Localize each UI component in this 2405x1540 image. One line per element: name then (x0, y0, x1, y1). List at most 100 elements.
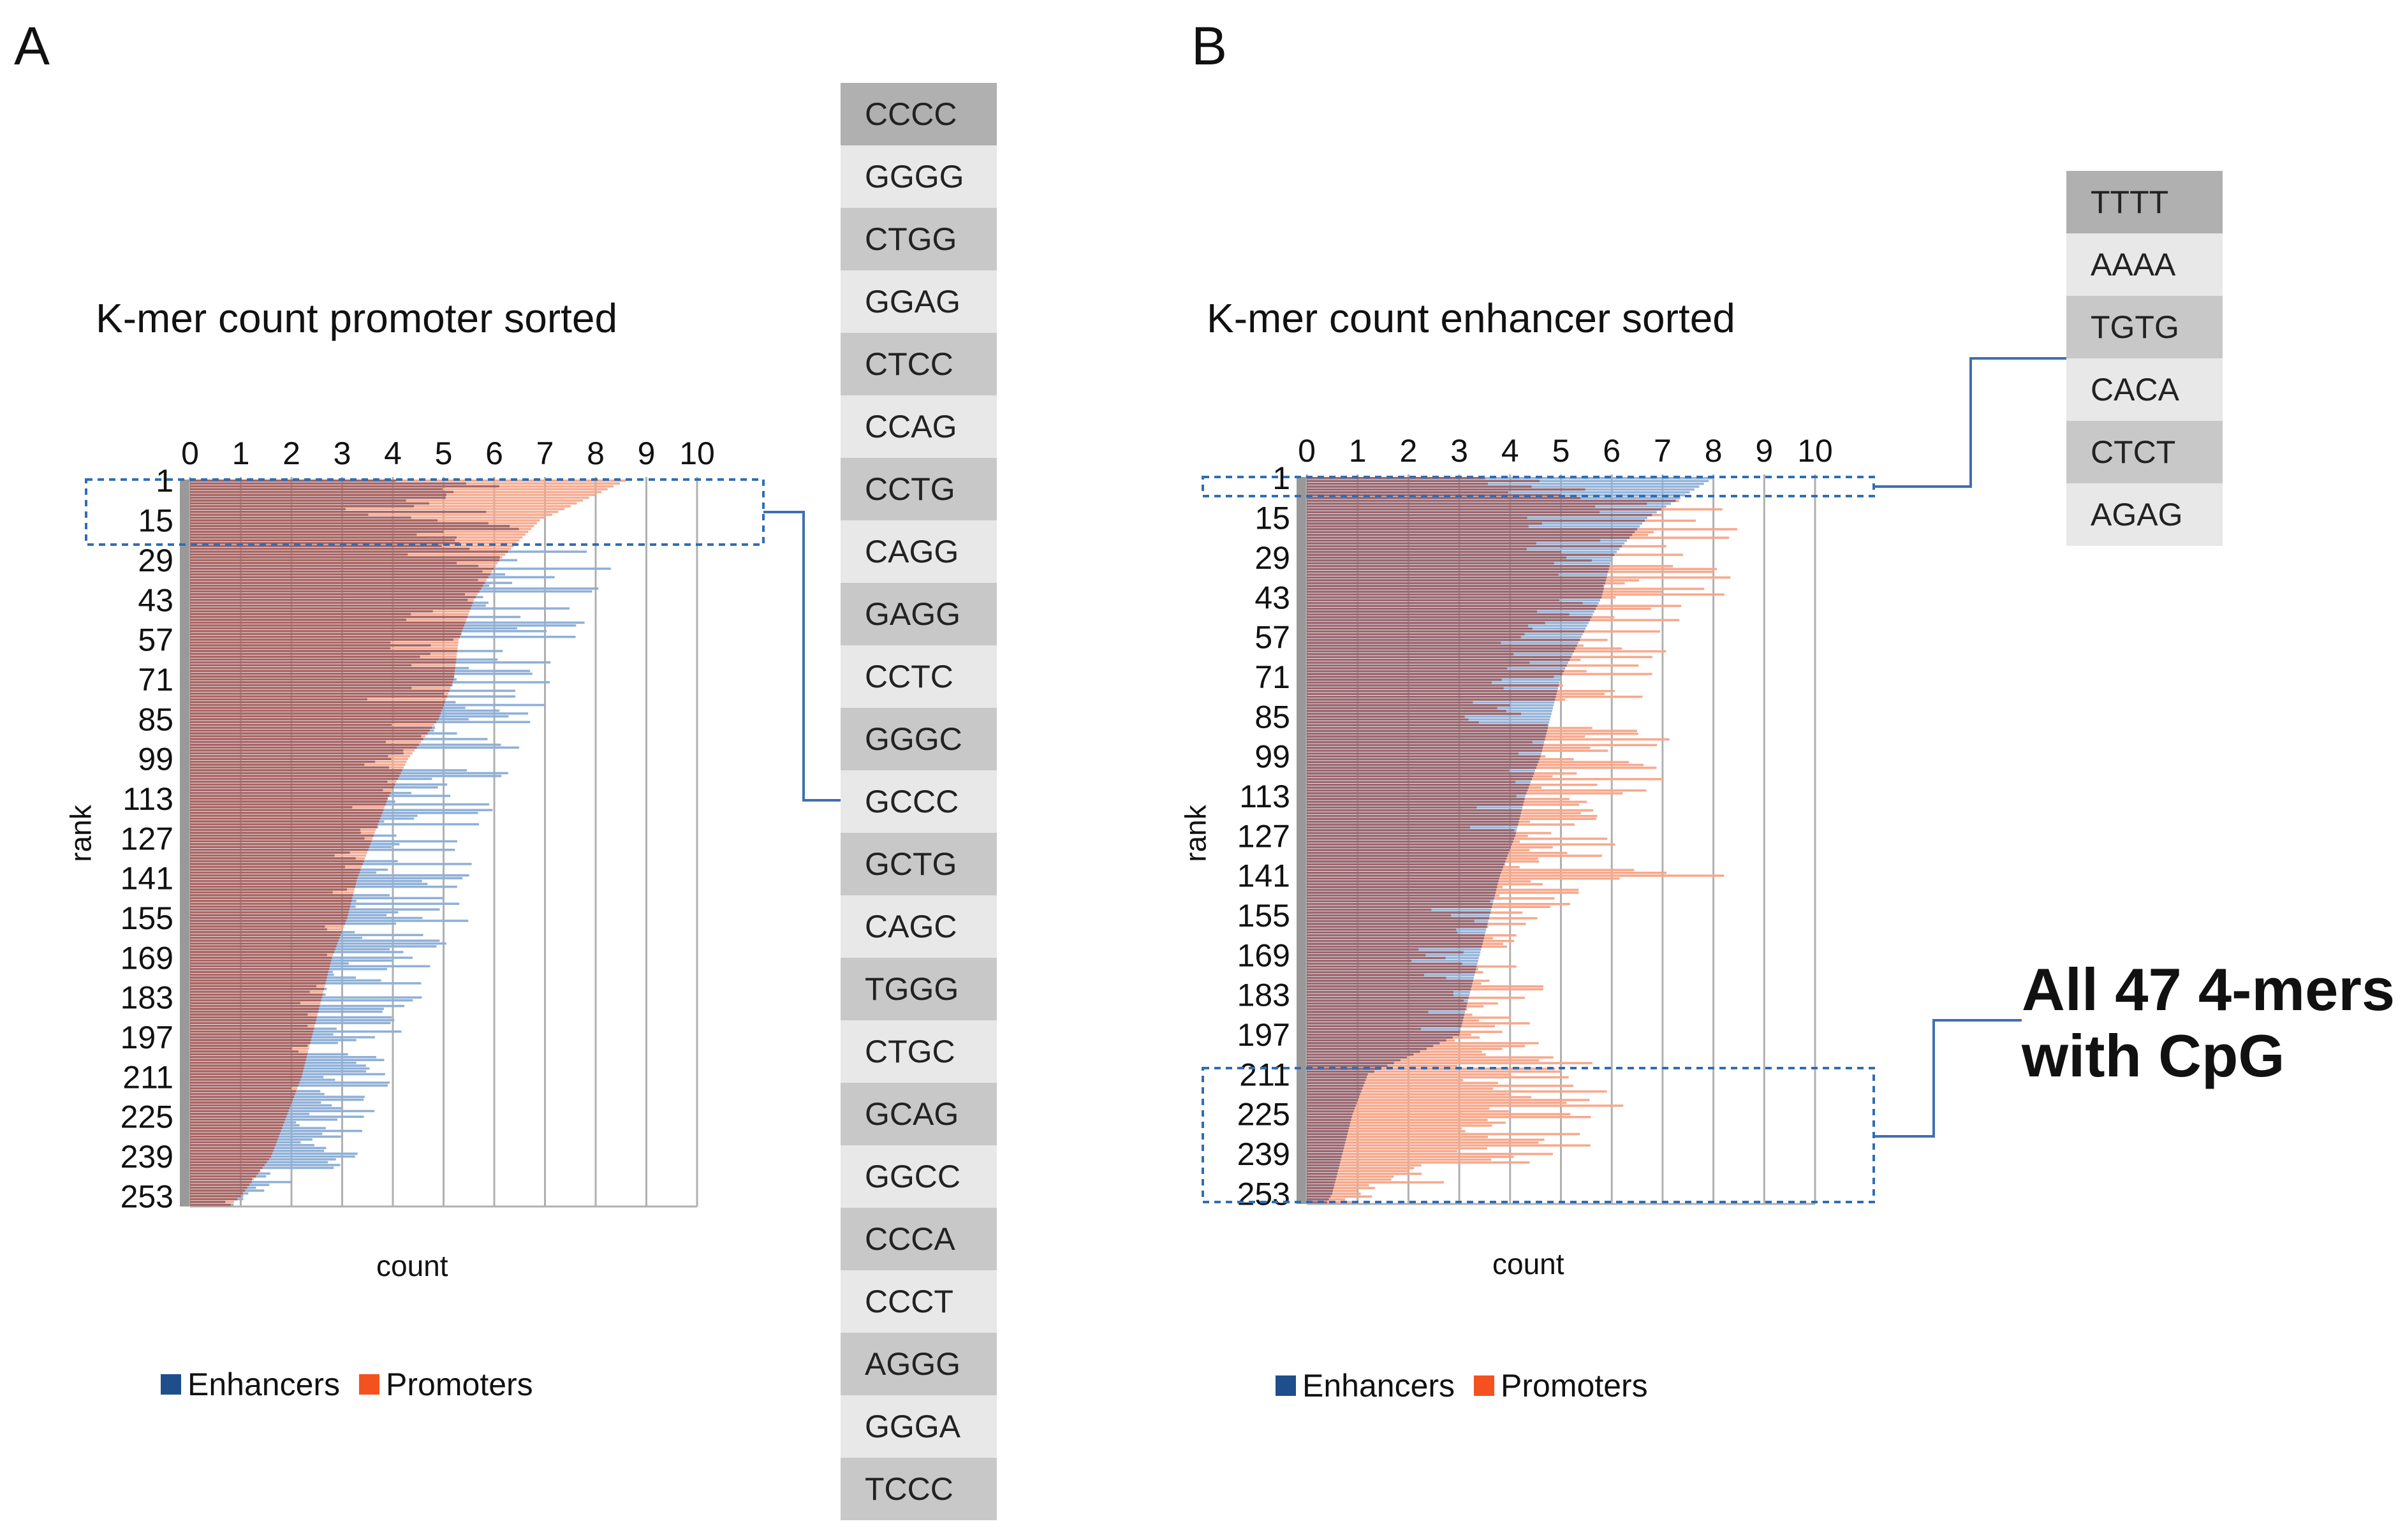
a-bar-overlap-133 (190, 854, 335, 857)
a-x-tick-3: 3 (334, 436, 351, 471)
b-bar-overlap-87 (1307, 721, 1479, 724)
a-bar-overlap-204 (190, 1055, 307, 1059)
a-bar-overlap-175 (190, 973, 328, 976)
b-bar-overlap-32 (1307, 565, 1610, 568)
a-bar-overlap-25 (190, 547, 470, 550)
kmer-a-cagg: CAGG (841, 520, 997, 583)
a-bar-overlap-228 (190, 1124, 283, 1127)
b-bar-overlap-78 (1307, 695, 1556, 698)
b-bar-overlap-242 (1307, 1161, 1341, 1164)
a-bar-overlap-9 (190, 502, 429, 505)
b-bar-promoters-224 (1307, 1110, 1509, 1113)
b-bar-promoters-206 (1307, 1059, 1540, 1062)
a-bar-overlap-190 (190, 1016, 317, 1019)
kmer-b-caca: CACA (2066, 358, 2223, 421)
b-bar-promoters-219 (1307, 1096, 1531, 1099)
a-bar-overlap-210 (190, 1073, 303, 1076)
a-bar-overlap-183 (190, 996, 322, 999)
b-bar-promoters-218 (1307, 1093, 1510, 1096)
b-bar-promoters-241 (1307, 1158, 1492, 1161)
connector-b-top (1874, 357, 2066, 488)
a-bar-overlap-106 (190, 777, 398, 781)
a-bar-overlap-162 (190, 936, 340, 939)
b-bar-promoters-222 (1307, 1104, 1624, 1107)
a-bar-overlap-83 (190, 712, 441, 715)
a-bar-overlap-55 (190, 633, 461, 636)
a-bar-overlap-36 (190, 578, 478, 582)
a-bar-overlap-66 (190, 664, 412, 667)
b-bar-overlap-100 (1307, 758, 1540, 761)
b-bar-overlap-216 (1307, 1087, 1363, 1090)
b-bar-promoters-230 (1307, 1127, 1462, 1130)
b-y-tick-43: 43 (1254, 580, 1290, 615)
b-bar-overlap-218 (1307, 1093, 1360, 1096)
b-bar-overlap-256 (1307, 1201, 1327, 1204)
a-bar-overlap-108 (190, 783, 395, 786)
b-bar-promoters-215 (1307, 1084, 1574, 1087)
b-bar-overlap-193 (1307, 1022, 1462, 1025)
b-bar-overlap-70 (1307, 673, 1563, 675)
b-bar-overlap-228 (1307, 1121, 1351, 1124)
connector-a (763, 511, 841, 802)
a-bar-overlap-67 (190, 666, 455, 670)
b-bar-overlap-57 (1307, 636, 1521, 638)
a-bar-overlap-96 (190, 749, 404, 752)
a-bar-overlap-178 (190, 982, 326, 985)
a-y-tick-113: 113 (122, 781, 173, 817)
b-bar-overlap-119 (1307, 812, 1521, 815)
b-bar-overlap-217 (1307, 1090, 1362, 1093)
a-bar-overlap-63 (190, 656, 420, 658)
a-bar-overlap-113 (190, 797, 388, 800)
a-bar-overlap-118 (190, 812, 383, 814)
b-bar-overlap-21 (1307, 534, 1633, 536)
a-bar-overlap-82 (190, 709, 442, 712)
b-bar-overlap-113 (1307, 795, 1517, 798)
a-bar-overlap-232 (190, 1135, 279, 1138)
b-y-tick-99: 99 (1254, 739, 1290, 775)
a-bar-overlap-99 (190, 758, 392, 760)
a-bar-overlap-208 (190, 1067, 304, 1070)
b-bar-overlap-150 (1307, 900, 1490, 903)
b-bar-overlap-116 (1307, 803, 1524, 806)
b-y-tick-155: 155 (1237, 898, 1290, 934)
b-bar-overlap-173 (1307, 965, 1477, 968)
b-bar-promoters-211 (1307, 1073, 1511, 1076)
a-y-tick-211: 211 (122, 1059, 173, 1095)
b-bar-overlap-33 (1307, 568, 1609, 571)
b-bar-overlap-62 (1307, 650, 1574, 653)
a-bar-overlap-61 (190, 650, 458, 652)
b-bar-overlap-77 (1307, 693, 1557, 695)
a-bar-overlap-94 (190, 744, 419, 746)
a-bar-overlap-142 (190, 879, 357, 883)
b-bar-overlap-16 (1307, 519, 1645, 522)
a-y-tick-1: 1 (156, 463, 173, 499)
a-bar-overlap-42 (190, 596, 476, 599)
b-bar-overlap-112 (1307, 792, 1527, 795)
b-bar-overlap-227 (1307, 1118, 1351, 1121)
a-bar-overlap-151 (190, 905, 350, 908)
b-bar-overlap-84 (1307, 712, 1521, 715)
a-bar-overlap-77 (190, 695, 448, 698)
b-bar-overlap-183 (1307, 994, 1453, 997)
b-x-tick-2: 2 (1399, 433, 1417, 469)
b-bar-overlap-105 (1307, 772, 1534, 775)
a-bar-overlap-52 (190, 624, 464, 627)
a-bar-overlap-184 (190, 999, 321, 1002)
a-x-tick-5: 5 (435, 436, 453, 471)
a-bar-overlap-224 (190, 1113, 288, 1115)
b-bar-promoters-239 (1307, 1152, 1553, 1155)
a-bar-overlap-140 (190, 874, 359, 877)
a-bar-overlap-13 (190, 513, 369, 516)
b-bar-overlap-48 (1307, 610, 1538, 613)
b-bar-overlap-68 (1307, 667, 1508, 670)
kmer-b-aaaa: AAAA (2066, 233, 2223, 296)
a-bar-overlap-22 (190, 539, 455, 542)
b-bar-overlap-246 (1307, 1173, 1337, 1175)
a-bar-overlap-126 (190, 834, 374, 837)
kmer-a-gctg: GCTG (841, 833, 997, 895)
a-bar-overlap-57 (190, 638, 453, 641)
b-bar-promoters-210 (1307, 1070, 1561, 1073)
a-bar-overlap-185 (190, 1002, 300, 1004)
a-y-tick-183: 183 (121, 980, 173, 1016)
b-bar-overlap-38 (1307, 582, 1605, 585)
